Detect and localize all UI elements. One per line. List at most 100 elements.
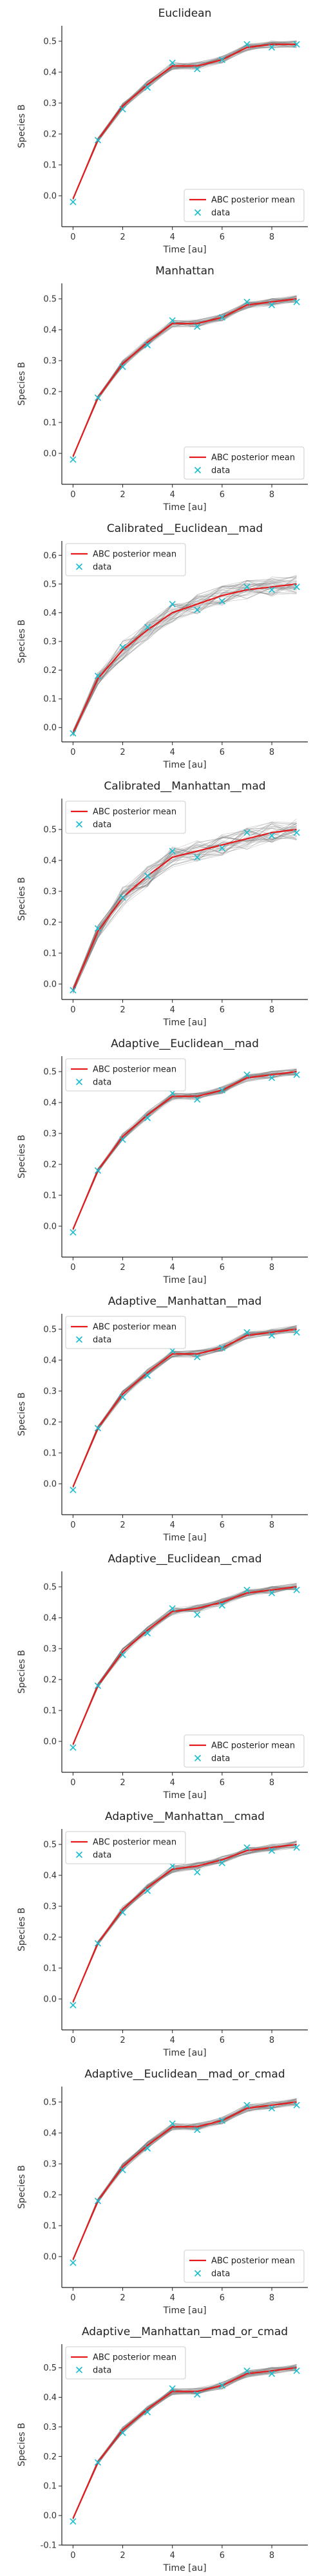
legend: ABC posterior mean data	[65, 543, 186, 576]
data-point	[70, 1486, 77, 1493]
x-tick-label: 2	[120, 232, 125, 242]
legend-mean-label: ABC posterior mean	[211, 453, 295, 463]
chart-title: Adaptive__Euclidean__mad_or_cmad	[84, 2068, 285, 2081]
y-tick-label: 0.5	[43, 1325, 57, 1335]
x-axis-label: Time [au]	[162, 1533, 206, 1543]
posterior-sample-line	[73, 1074, 297, 1229]
chart-title: Manhattan	[155, 265, 214, 278]
x-tick-label: 0	[70, 1778, 75, 1788]
data-point	[169, 848, 176, 855]
y-tick-label: 0.5	[43, 580, 57, 589]
data-point	[119, 1136, 126, 1143]
data-point	[293, 829, 300, 836]
x-tick-label: 2	[120, 1778, 125, 1788]
posterior-mean-line	[72, 1070, 297, 1230]
y-axis-label: Species B	[17, 362, 27, 406]
y-tick-label: 0.4	[43, 2129, 57, 2139]
data-point	[169, 317, 176, 324]
posterior-sample-line	[73, 1326, 297, 1488]
y-tick-label: 0.1	[43, 2222, 57, 2231]
posterior-mean-line	[72, 43, 297, 200]
y-tick-label: 0.1	[43, 1191, 57, 1201]
posterior-sample-line	[73, 297, 297, 457]
posterior-sample-line	[73, 1841, 297, 2003]
legend-data-label: data	[93, 1851, 111, 1861]
x-tick-label: 6	[220, 1520, 225, 1530]
posterior-sample-line	[73, 2098, 297, 2260]
x-tick-label: 6	[220, 1778, 225, 1788]
data-point	[94, 2459, 102, 2466]
data-point	[70, 456, 77, 463]
data-point	[144, 872, 151, 880]
x-axis-label: Time [au]	[162, 502, 206, 513]
data-point	[119, 2166, 126, 2174]
data-point	[194, 1869, 201, 1876]
posterior-sample-line	[73, 828, 297, 992]
posterior-sample-line	[73, 2369, 297, 2518]
data-point	[169, 1090, 176, 1097]
posterior-sample-line	[73, 1843, 297, 2002]
posterior-sample-line	[73, 822, 297, 988]
posterior-sample-line	[73, 2099, 297, 2259]
data-point	[94, 1167, 102, 1174]
data-point	[144, 1114, 151, 1122]
posterior-sample-line	[73, 1846, 297, 2003]
x-tick-label: 0	[70, 2036, 75, 2045]
posterior-mean-line	[72, 828, 297, 991]
x-tick-label: 2	[120, 1520, 125, 1530]
data-point	[94, 672, 102, 679]
x-axis-label: Time [au]	[162, 2306, 206, 2316]
y-tick-label: 0.3	[43, 2160, 57, 2170]
x-tick-label: 6	[220, 748, 225, 757]
posterior-sample-line	[73, 1326, 297, 1486]
x-tick-label: 8	[269, 1778, 274, 1788]
posterior-sample-line	[73, 2364, 297, 2520]
posterior-sample-line	[73, 301, 297, 457]
data-point	[94, 2197, 102, 2204]
y-tick-label: 0.3	[43, 1387, 57, 1397]
x-tick-label: 2	[120, 490, 125, 500]
legend-mean-label: ABC posterior mean	[211, 2257, 295, 2266]
data-point	[218, 1859, 225, 1866]
posterior-sample-line	[73, 2364, 297, 2520]
x-tick-label: 8	[269, 490, 274, 500]
y-tick-label: 0.1	[43, 419, 57, 428]
data-point	[293, 41, 300, 48]
posterior-sample-line	[73, 581, 297, 736]
x-tick-label: 0	[70, 2551, 75, 2561]
data-point	[94, 1940, 102, 1947]
chart-title: Adaptive__Manhattan__mad	[108, 1295, 262, 1308]
posterior-sample-line	[73, 830, 297, 987]
y-tick-label: 0.0	[43, 1995, 57, 2005]
posterior-sample-line	[73, 1325, 297, 1487]
posterior-sample-line	[73, 44, 297, 200]
legend-mean-label: ABC posterior mean	[93, 1838, 176, 1848]
legend-box	[65, 2346, 186, 2380]
data-point	[218, 1344, 225, 1351]
y-tick-label: 0.5	[43, 2363, 57, 2373]
data-point	[194, 1354, 201, 1361]
posterior-sample-line	[73, 1325, 297, 1488]
posterior-sample-line	[73, 587, 297, 732]
posterior-sample-line	[73, 823, 297, 989]
data-point	[293, 1586, 300, 1593]
y-tick-label: 0.2	[43, 1676, 57, 1685]
data-point	[144, 1629, 151, 1637]
data-point	[218, 2382, 225, 2389]
x-tick-label: 0	[70, 1005, 75, 1015]
x-tick-label: 6	[220, 1263, 225, 1273]
posterior-sample-line	[73, 576, 297, 735]
data-point	[94, 1425, 102, 1432]
y-tick-label: 0.3	[43, 357, 57, 366]
data-point	[293, 1071, 300, 1078]
posterior-sample-line	[73, 1846, 297, 2003]
posterior-sample-line	[73, 1583, 297, 1745]
legend-data-swatch	[75, 1336, 83, 1343]
x-tick-label: 0	[70, 1263, 75, 1273]
data-point	[169, 1862, 176, 1870]
x-tick-label: 2	[120, 2551, 125, 2561]
posterior-sample-line	[73, 823, 297, 990]
y-tick-label: 0.5	[43, 1841, 57, 1850]
data-point	[119, 1909, 126, 1916]
y-tick-label: 0.1	[43, 1449, 57, 1459]
